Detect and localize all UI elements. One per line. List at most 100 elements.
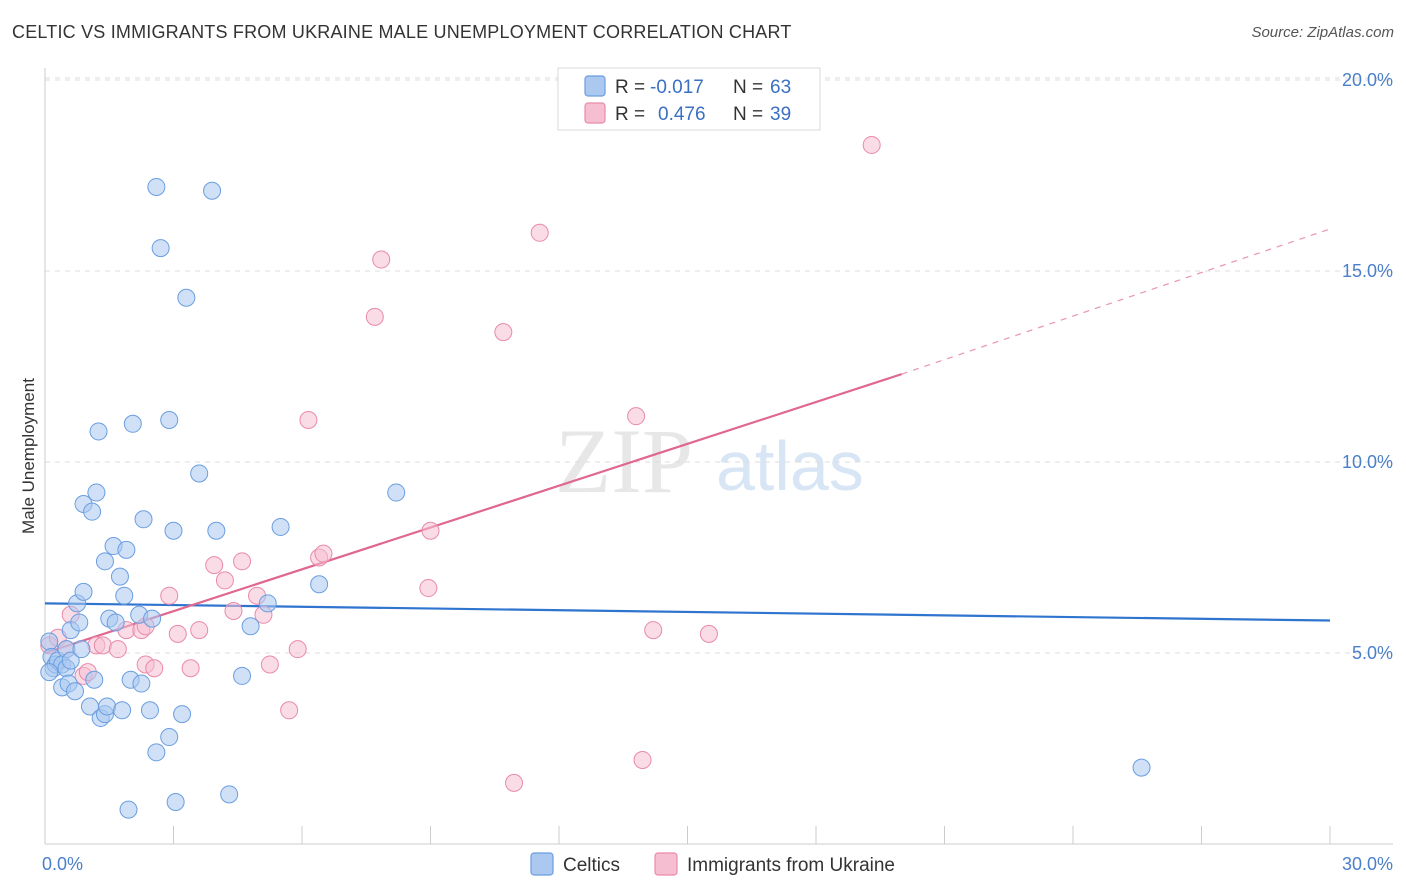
data-point-celtic [233,666,252,685]
data-point-celtic [241,617,260,636]
data-point-celtic [134,510,153,529]
data-point-celtic [310,575,329,594]
trend-line-celtic [44,602,1331,622]
data-point-ukraine [699,624,718,643]
legend: R = -0.017 N = 63 R = 0.476 N = 39 [557,67,821,131]
legend-ukraine-r-label: R = [615,104,645,125]
legend-swatch-ukraine [584,102,606,124]
source-label: Source: ZipAtlas.com [1251,24,1394,41]
data-point-celtic [387,483,406,502]
trend-lines [44,228,1331,655]
y-tick-label: 5.0% [1352,643,1393,663]
data-point-celtic [95,552,114,571]
data-point-ukraine [314,544,333,563]
data-point-celtic [1132,758,1151,777]
data-point-celtic [143,609,162,628]
data-point-celtic [258,594,277,613]
watermark: ZIP atlas [555,410,864,512]
data-point-ukraine [530,223,549,242]
data-point-celtic [220,785,239,804]
legend-ukraine-n-label: N = [733,104,763,125]
data-point-ukraine [419,579,438,598]
legend-ukraine-r-value: 0.476 [658,104,706,125]
data-point-celtic [119,800,138,819]
data-point-ukraine [215,571,234,590]
data-point-celtic [271,517,290,536]
trend-line-ukraine [44,373,903,655]
data-point-ukraine [145,659,164,678]
x-tick-label: 0.0% [42,854,83,874]
y-tick-label: 10.0% [1342,452,1393,472]
data-point-celtic [61,651,80,670]
data-point-celtic [151,239,170,258]
data-point-celtic [83,502,102,521]
tick-labels: 5.0% 10.0% 15.0% 20.0% 0.0% 30.0% [42,70,1393,874]
legend-celtic-n-label: N = [733,77,763,98]
x-tick-label: 30.0% [1342,854,1393,874]
data-point-celtic [166,792,185,811]
data-point-celtic [87,483,106,502]
data-point-ukraine [627,407,646,426]
data-point-ukraine [160,586,179,605]
data-point-celtic [110,567,129,586]
data-point-ukraine [299,410,318,429]
data-point-celtic [203,181,222,200]
data-point-celtic [164,521,183,540]
data-point-celtic [70,613,89,632]
data-point-ukraine [224,601,243,620]
data-point-celtic [160,728,179,747]
data-point-celtic [40,663,59,682]
chart-title: CELTIC VS IMMIGRANTS FROM UKRAINE MALE U… [12,22,792,42]
data-point-celtic [89,422,108,441]
bottom-legend-swatch-ukraine [654,852,678,876]
data-point-celtic [74,582,93,601]
data-point-ukraine [365,307,384,326]
data-point-ukraine [862,135,881,154]
data-point-celtic [123,414,142,433]
legend-celtic-n-value: 63 [770,77,791,98]
data-point-ukraine [505,773,524,792]
y-axis-label: Male Unemployment [19,378,38,534]
legend-ukraine-n-value: 39 [770,104,791,125]
data-point-ukraine [280,701,299,720]
data-point-ukraine [93,636,112,655]
y-tick-label: 20.0% [1342,70,1393,90]
data-point-celtic [85,670,104,689]
bottom-legend: Celtics Immigrants from Ukraine [530,852,895,876]
data-point-celtic [98,697,117,716]
legend-celtic-r-label: R = [615,77,645,98]
axes [44,68,1393,845]
data-point-celtic [115,586,134,605]
data-point-celtic [173,705,192,724]
series-ukraine-points [40,135,881,792]
data-point-ukraine [260,655,279,674]
data-point-celtic [140,701,159,720]
trend-line-ukraine-extension [901,228,1331,375]
y-tick-label: 15.0% [1342,261,1393,281]
data-point-celtic [177,288,196,307]
data-point-celtic [132,674,151,693]
data-point-ukraine [421,521,440,540]
bottom-legend-swatch-celtic [530,852,554,876]
data-point-celtic [72,640,91,659]
data-point-celtic [40,632,59,651]
bottom-legend-ukraine-label: Immigrants from Ukraine [687,855,895,876]
data-point-celtic [106,613,125,632]
legend-celtic-r-value: -0.017 [650,77,704,98]
data-point-celtic [160,410,179,429]
data-point-celtic [147,743,166,762]
watermark-atlas: atlas [716,427,864,505]
data-point-celtic [190,464,209,483]
data-point-ukraine [181,659,200,678]
data-point-ukraine [205,556,224,575]
series-celtic-points [40,177,1151,819]
data-point-ukraine [633,750,652,769]
data-point-ukraine [108,640,127,659]
data-point-ukraine [190,621,209,640]
data-point-ukraine [233,552,252,571]
data-point-ukraine [168,624,187,643]
data-point-celtic [117,540,136,559]
data-point-celtic [65,682,84,701]
data-point-ukraine [372,250,391,269]
